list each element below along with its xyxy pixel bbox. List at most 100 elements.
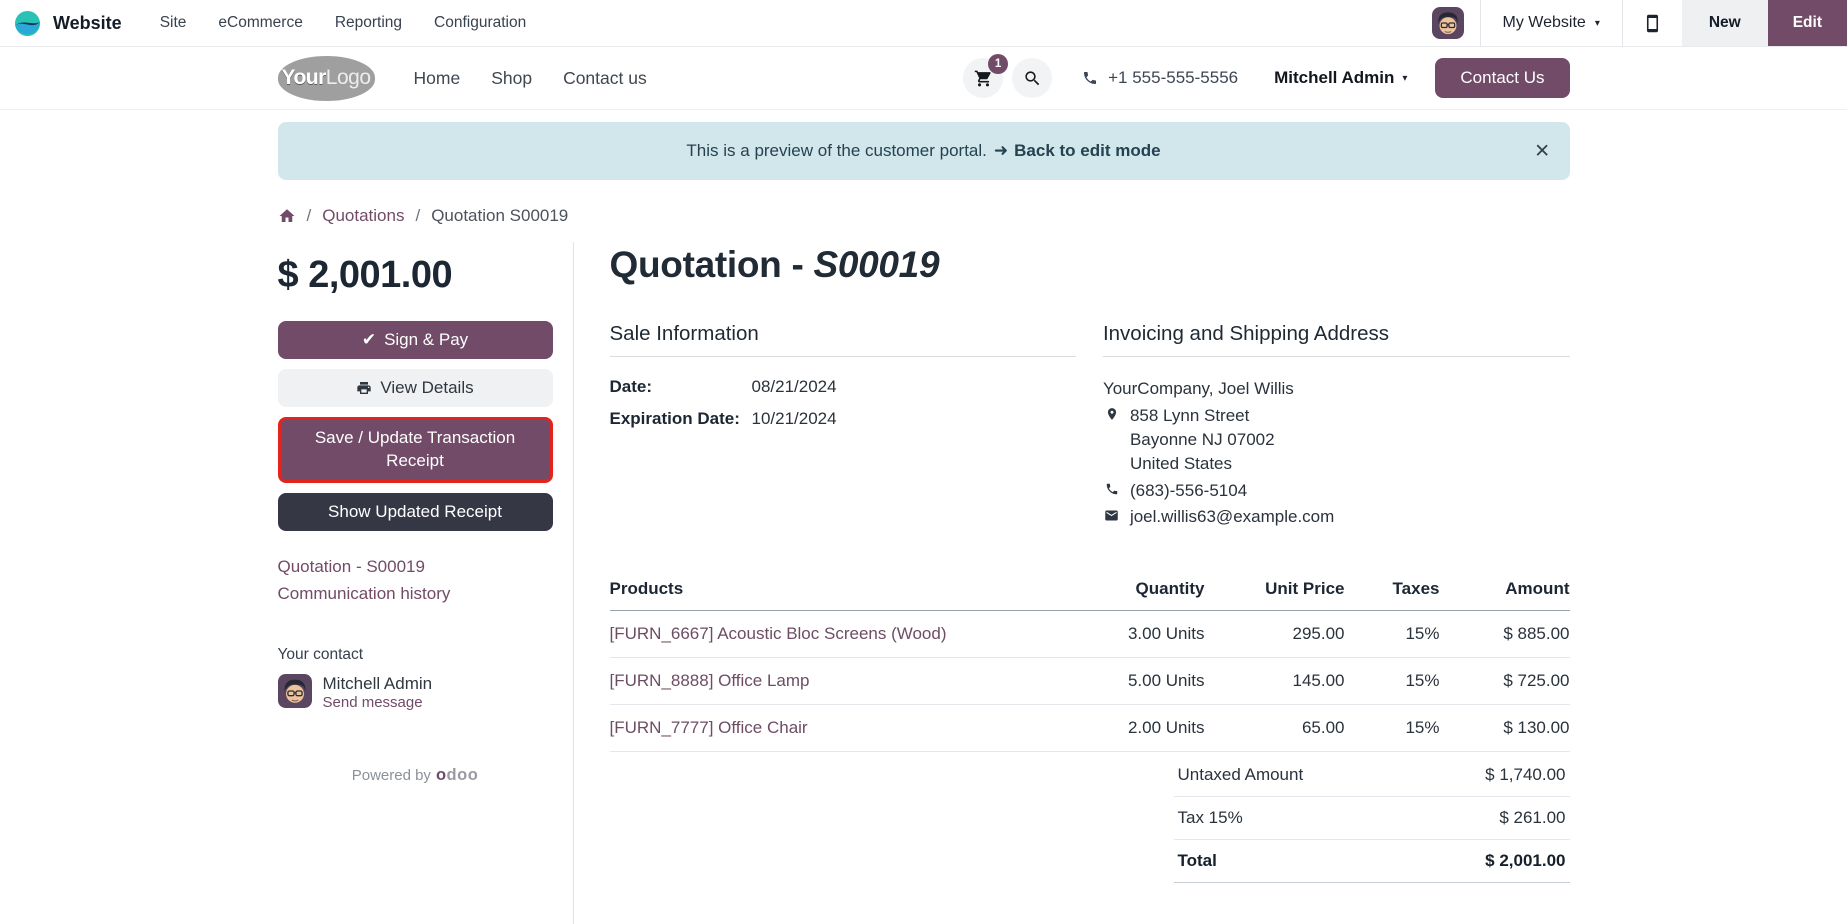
breadcrumb-separator: / [415, 206, 421, 225]
total-value: $ 2,001.00 [1485, 850, 1566, 870]
search-button[interactable] [1012, 58, 1053, 98]
contact-us-button[interactable]: Contact Us [1435, 58, 1570, 98]
product-link[interactable]: [FURN_8888] Office Lamp [609, 670, 810, 690]
address-heading: Invoicing and Shipping Address [1102, 322, 1570, 357]
site-logo[interactable]: Your Logo [277, 55, 375, 101]
cart-count-badge: 1 [988, 54, 1009, 74]
divider [1479, 0, 1481, 46]
cart-button[interactable]: 1 [963, 54, 1009, 98]
col-amount: Amount [1439, 574, 1570, 611]
printer-icon [357, 382, 372, 394]
nav-home[interactable]: Home [413, 67, 461, 88]
contact-name: Mitchell Admin [322, 673, 433, 693]
header-phone-link[interactable]: +1 555-555-5556 [1082, 68, 1238, 88]
breadcrumb-quotations[interactable]: Quotations [322, 206, 405, 225]
home-link[interactable] [278, 207, 296, 225]
cart-icon [974, 70, 991, 86]
user-avatar-button[interactable] [1416, 0, 1480, 46]
communication-history-link[interactable]: Communication history [277, 583, 451, 603]
address-phone: (683)-556-5104 [1129, 480, 1248, 500]
product-link[interactable]: [FURN_6667] Acoustic Bloc Screens (Wood) [609, 623, 947, 643]
preview-banner: This is a preview of the customer portal… [277, 122, 1570, 180]
phone-icon [1084, 72, 1097, 84]
address-company: YourCompany, Joel Willis [1102, 379, 1294, 398]
check-icon: ✔ [361, 330, 377, 349]
nav-shop[interactable]: Shop [491, 67, 533, 88]
banner-close-button[interactable]: × [1534, 136, 1550, 165]
chevron-down-icon: ▾ [1594, 17, 1600, 29]
view-details-button[interactable]: View Details [277, 369, 553, 407]
arrow-right-icon: ➜ [993, 141, 1009, 160]
nav-contact-us[interactable]: Contact us [563, 67, 647, 88]
address-street: 858 Lynn Street [1129, 406, 1250, 426]
address-city: Bayonne NJ 07002 [1129, 430, 1275, 450]
home-icon [279, 209, 294, 222]
breadcrumb-current: Quotation S00019 [431, 206, 569, 225]
sign-pay-button[interactable]: ✔ Sign & Pay [277, 321, 553, 359]
products-table: Products Quantity Unit Price Taxes Amoun… [609, 574, 1570, 752]
quotation-sidebar: $ 2,001.00 ✔ Sign & Pay View Details Save… [277, 242, 574, 924]
table-row: [FURN_6667] Acoustic Bloc Screens (Wood)… [609, 610, 1570, 658]
sale-information-section: Sale Information Date: 08/21/2024 Expira… [609, 322, 1077, 529]
admin-top-bar: Website Site eCommerce Reporting Configu… [0, 0, 1847, 47]
date-row: Date: 08/21/2024 [609, 377, 837, 396]
powered-by: Powered by odoo [351, 766, 479, 785]
quotation-main: Quotation - S00019 Sale Information Date… [574, 242, 1570, 924]
product-link[interactable]: [FURN_7777] Office Chair [609, 717, 808, 737]
address-country: United States [1129, 454, 1233, 474]
col-unit-price: Unit Price [1204, 574, 1345, 611]
odoo-logo[interactable]: odoo [435, 766, 479, 785]
expiration-date-row: Expiration Date: 10/21/2024 [609, 409, 837, 428]
banner-message: This is a preview of the customer portal… [686, 141, 987, 160]
website-app-icon [14, 10, 41, 37]
envelope-icon [1103, 505, 1121, 529]
quotation-reference: S00019 [813, 244, 940, 285]
show-updated-receipt-button[interactable]: Show Updated Receipt [277, 492, 553, 531]
total-row: Total $ 2,001.00 [1173, 840, 1570, 883]
send-message-link[interactable]: Send message [322, 694, 423, 712]
search-icon [1025, 70, 1039, 85]
phone-icon [1103, 479, 1121, 503]
menu-site[interactable]: Site [159, 14, 187, 31]
back-to-edit-link[interactable]: ➜ Back to edit mode [993, 141, 1161, 160]
chevron-down-icon: ▾ [1402, 72, 1408, 84]
mobile-preview-button[interactable] [1623, 0, 1682, 46]
table-row: [FURN_8888] Office Lamp 5.00 Units 145.0… [609, 657, 1570, 705]
total-amount: $ 2,001.00 [277, 254, 453, 296]
address-phone-row: (683)-556-5104 [1103, 479, 1570, 503]
breadcrumb: / Quotations / Quotation S00019 [278, 206, 1570, 226]
menu-ecommerce[interactable]: eCommerce [218, 14, 303, 31]
user-avatar [1431, 7, 1464, 39]
totals-summary: Untaxed Amount $ 1,740.00 Tax 15% $ 261.… [1173, 754, 1570, 883]
your-contact-label: Your contact [277, 645, 364, 663]
edit-button[interactable]: Edit [1767, 0, 1847, 46]
divider [1621, 0, 1623, 46]
app-name[interactable]: Website [53, 12, 122, 33]
sidebar-links: Quotation - S00019 Communication history [278, 557, 553, 604]
table-row: [FURN_7777] Office Chair 2.00 Units 65.0… [609, 704, 1570, 752]
admin-menus: Site eCommerce Reporting Configuration [160, 14, 527, 32]
save-update-transaction-receipt-button[interactable]: Save / Update Transaction Receipt [277, 417, 553, 483]
header-user-dropdown[interactable]: Mitchell Admin ▾ [1274, 68, 1408, 87]
site-header: Your Logo Home Shop Contact us 1 [0, 47, 1847, 110]
contact-card: Mitchell Admin Send message [277, 673, 553, 713]
address-email: joel.willis63@example.com [1129, 506, 1335, 526]
col-quantity: Quantity [1054, 574, 1205, 611]
col-taxes: Taxes [1344, 574, 1440, 611]
expiration-date-value: 10/21/2024 [751, 409, 837, 428]
site-nav: Home Shop Contact us [414, 68, 647, 89]
date-value: 08/21/2024 [751, 377, 837, 396]
col-products: Products [609, 574, 1055, 611]
page-title: Quotation - S00019 [609, 244, 940, 285]
website-switcher[interactable]: My Website ▾ [1502, 14, 1600, 31]
untaxed-amount-value: $ 1,740.00 [1485, 764, 1566, 784]
new-button[interactable]: New [1681, 0, 1768, 46]
tax-value: $ 261.00 [1499, 807, 1566, 827]
quotation-link[interactable]: Quotation - S00019 [277, 556, 425, 576]
address-section: Invoicing and Shipping Address YourCompa… [1102, 322, 1570, 529]
address-email-row: joel.willis63@example.com [1103, 505, 1570, 529]
menu-reporting[interactable]: Reporting [334, 14, 403, 31]
sale-information-heading: Sale Information [609, 322, 1077, 357]
contact-avatar [277, 673, 312, 708]
menu-configuration[interactable]: Configuration [434, 14, 527, 31]
